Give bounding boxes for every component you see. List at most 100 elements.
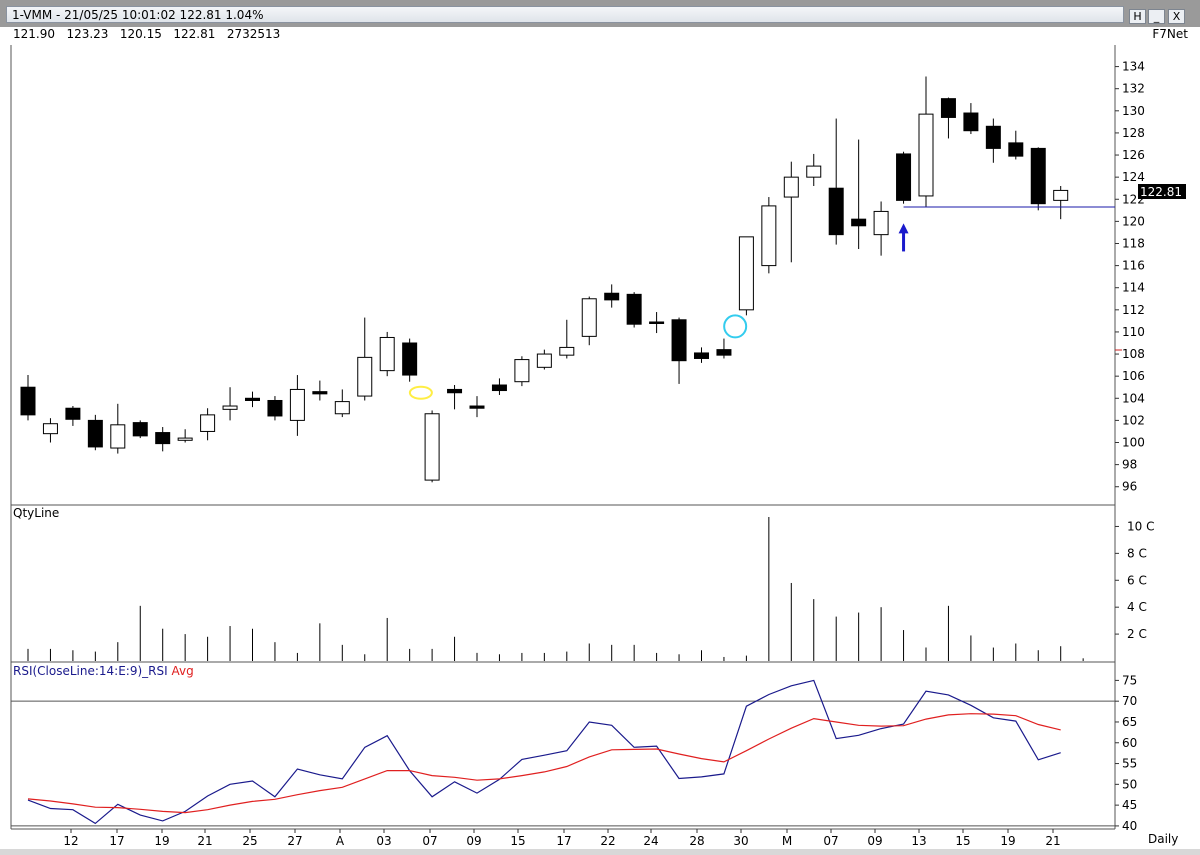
- candle-body: [132, 422, 148, 437]
- candle-body: [783, 176, 799, 198]
- x-tick-label: 15: [955, 834, 970, 848]
- yellow-ellipse-marker: [408, 385, 433, 400]
- x-tick-label: 30: [733, 834, 748, 848]
- price-tick-label: 102: [1122, 413, 1145, 427]
- candle-body: [716, 349, 732, 356]
- price-tick-label: 116: [1122, 259, 1145, 273]
- volume-tick-label: 10 C: [1127, 519, 1154, 533]
- volume-tick-label: 4 C: [1127, 600, 1147, 614]
- horizontal-scrollbar[interactable]: [0, 849, 1200, 855]
- rsi-avg-label: Avg: [172, 664, 194, 678]
- candle-body: [334, 401, 350, 415]
- x-tick-label: 24: [643, 834, 658, 848]
- candle-body: [626, 293, 642, 325]
- x-tick-label: 12: [63, 834, 78, 848]
- x-tick-label: 22: [600, 834, 615, 848]
- volume-tick-label: 2 C: [1127, 627, 1147, 641]
- price-tick-label: 120: [1122, 214, 1145, 228]
- x-tick-label: 17: [109, 834, 124, 848]
- x-tick-label: 09: [466, 834, 481, 848]
- help-button[interactable]: H: [1129, 9, 1146, 24]
- candle-body: [447, 388, 463, 394]
- candle-body: [559, 346, 575, 356]
- price-tick-label: 128: [1122, 126, 1145, 140]
- rsi-panel: 40 45 50 55 60 65 70 75: [11, 673, 1137, 833]
- candle-body: [694, 352, 709, 359]
- candle-body: [828, 187, 844, 236]
- rsi-series-rsi: [27, 679, 1061, 825]
- high-value: 123.23: [66, 27, 109, 41]
- x-tick-label: 19: [1000, 834, 1015, 848]
- candle-body: [469, 405, 485, 409]
- candle-body: [761, 205, 777, 267]
- candle-body: [267, 399, 283, 417]
- volume-panel: 2 C 4 C 6 C 8 C 10 C: [27, 517, 1154, 661]
- price-tick-label: 132: [1122, 82, 1145, 96]
- candle-body: [424, 413, 440, 481]
- price-tick-label: 110: [1122, 325, 1145, 339]
- blue-arrow-head: [898, 223, 909, 234]
- candle-body: [514, 359, 530, 383]
- rsi-tick-label: 65: [1122, 715, 1137, 729]
- candle-body: [155, 432, 171, 445]
- candle-body: [177, 437, 193, 441]
- candle-body: [581, 298, 597, 337]
- price-tick-label: 126: [1122, 148, 1145, 162]
- candle-body: [738, 236, 754, 311]
- candle-body: [200, 414, 216, 432]
- candle-body: [851, 218, 867, 227]
- price-tick-label: 108: [1122, 347, 1145, 361]
- price-tag: 122.81: [1138, 184, 1186, 199]
- candle-body: [873, 210, 889, 236]
- close-value: 122.81: [173, 27, 216, 41]
- candle-body: [20, 386, 36, 416]
- rsi-panel-title: RSI(CloseLine:14:E:9)_RSI Avg: [13, 664, 194, 678]
- candle-body: [110, 424, 126, 449]
- rsi-tick-label: 75: [1122, 673, 1137, 687]
- x-tick-label: 25: [242, 834, 257, 848]
- x-tick-label: 13: [911, 834, 926, 848]
- candle-body: [1030, 147, 1046, 205]
- rsi-tick-label: 40: [1122, 819, 1137, 833]
- price-tick-label: 104: [1122, 391, 1145, 405]
- candle-body: [985, 125, 1001, 149]
- candle-body: [312, 391, 328, 395]
- candle-body: [896, 153, 912, 201]
- rsi-tick-label: 70: [1122, 694, 1137, 708]
- candle-body: [940, 98, 956, 118]
- price-tick-label: 98: [1122, 458, 1137, 472]
- window-title: 1-VMM - 21/05/25 10:01:02 122.81 1.04%: [12, 8, 264, 22]
- x-tick-label: 03: [376, 834, 391, 848]
- title-field: 1-VMM - 21/05/25 10:01:02 122.81 1.04%: [6, 6, 1124, 23]
- window-titlebar: 1-VMM - 21/05/25 10:01:02 122.81 1.04% H…: [0, 0, 1200, 27]
- minimize-button[interactable]: _: [1148, 9, 1165, 24]
- price-tick-label: 130: [1122, 104, 1145, 118]
- x-tick-label: 07: [823, 834, 838, 848]
- candle-body: [65, 407, 81, 420]
- volume-panel-title: QtyLine: [13, 506, 59, 520]
- volume-tick-label: 8 C: [1127, 546, 1147, 560]
- candle-body: [963, 112, 979, 132]
- price-tick-label: 134: [1122, 60, 1145, 74]
- rsi-tick-label: 55: [1122, 757, 1137, 771]
- rsi-title: RSI(CloseLine:14:E:9)_RSI: [13, 664, 168, 678]
- x-tick-label: 09: [867, 834, 882, 848]
- price-panel: 9698100102104106108110112114116118120122…: [20, 60, 1145, 494]
- price-tick-label: 96: [1122, 480, 1137, 494]
- rsi-tick-label: 60: [1122, 736, 1137, 750]
- candle-body: [649, 321, 665, 324]
- price-tick-label: 112: [1122, 303, 1145, 317]
- brand-label: F7Net: [1152, 27, 1188, 41]
- x-tick-label: 21: [197, 834, 212, 848]
- candle-body: [87, 419, 103, 448]
- close-button[interactable]: X: [1168, 9, 1185, 24]
- candle-body: [604, 292, 620, 301]
- x-tick-label: A: [336, 834, 345, 848]
- candle-body: [806, 165, 822, 178]
- price-tag-text: 122.81: [1140, 185, 1182, 199]
- candle-body: [491, 384, 507, 392]
- rsi-tick-label: 45: [1122, 798, 1137, 812]
- candle-body: [918, 113, 934, 197]
- volume-value: 2732513: [226, 27, 281, 41]
